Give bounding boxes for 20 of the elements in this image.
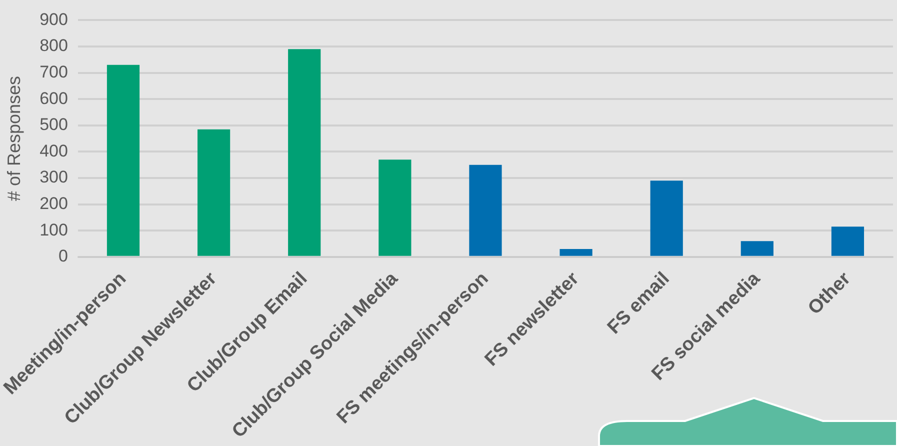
bar [650, 180, 683, 256]
bar [106, 64, 140, 256]
bar [288, 49, 321, 256]
y-tick-label: 500 [40, 115, 68, 134]
y-tick-label: 300 [40, 168, 68, 187]
bar [378, 160, 412, 256]
bar [831, 226, 864, 256]
y-tick-label: 0 [58, 246, 68, 266]
bar [198, 129, 230, 256]
y-tick-label: 900 [40, 10, 68, 29]
y-tick-label: 200 [40, 194, 68, 213]
y-tick-label: 700 [40, 62, 68, 82]
y-tick-label: 100 [40, 220, 68, 240]
bar [469, 164, 502, 256]
y-axis-title: # of Responses [4, 76, 24, 202]
bar [740, 241, 774, 256]
bar [560, 248, 592, 256]
y-tick-label: 800 [40, 36, 68, 56]
y-tick-label: 600 [40, 88, 68, 108]
y-tick-label: 400 [40, 141, 68, 160]
